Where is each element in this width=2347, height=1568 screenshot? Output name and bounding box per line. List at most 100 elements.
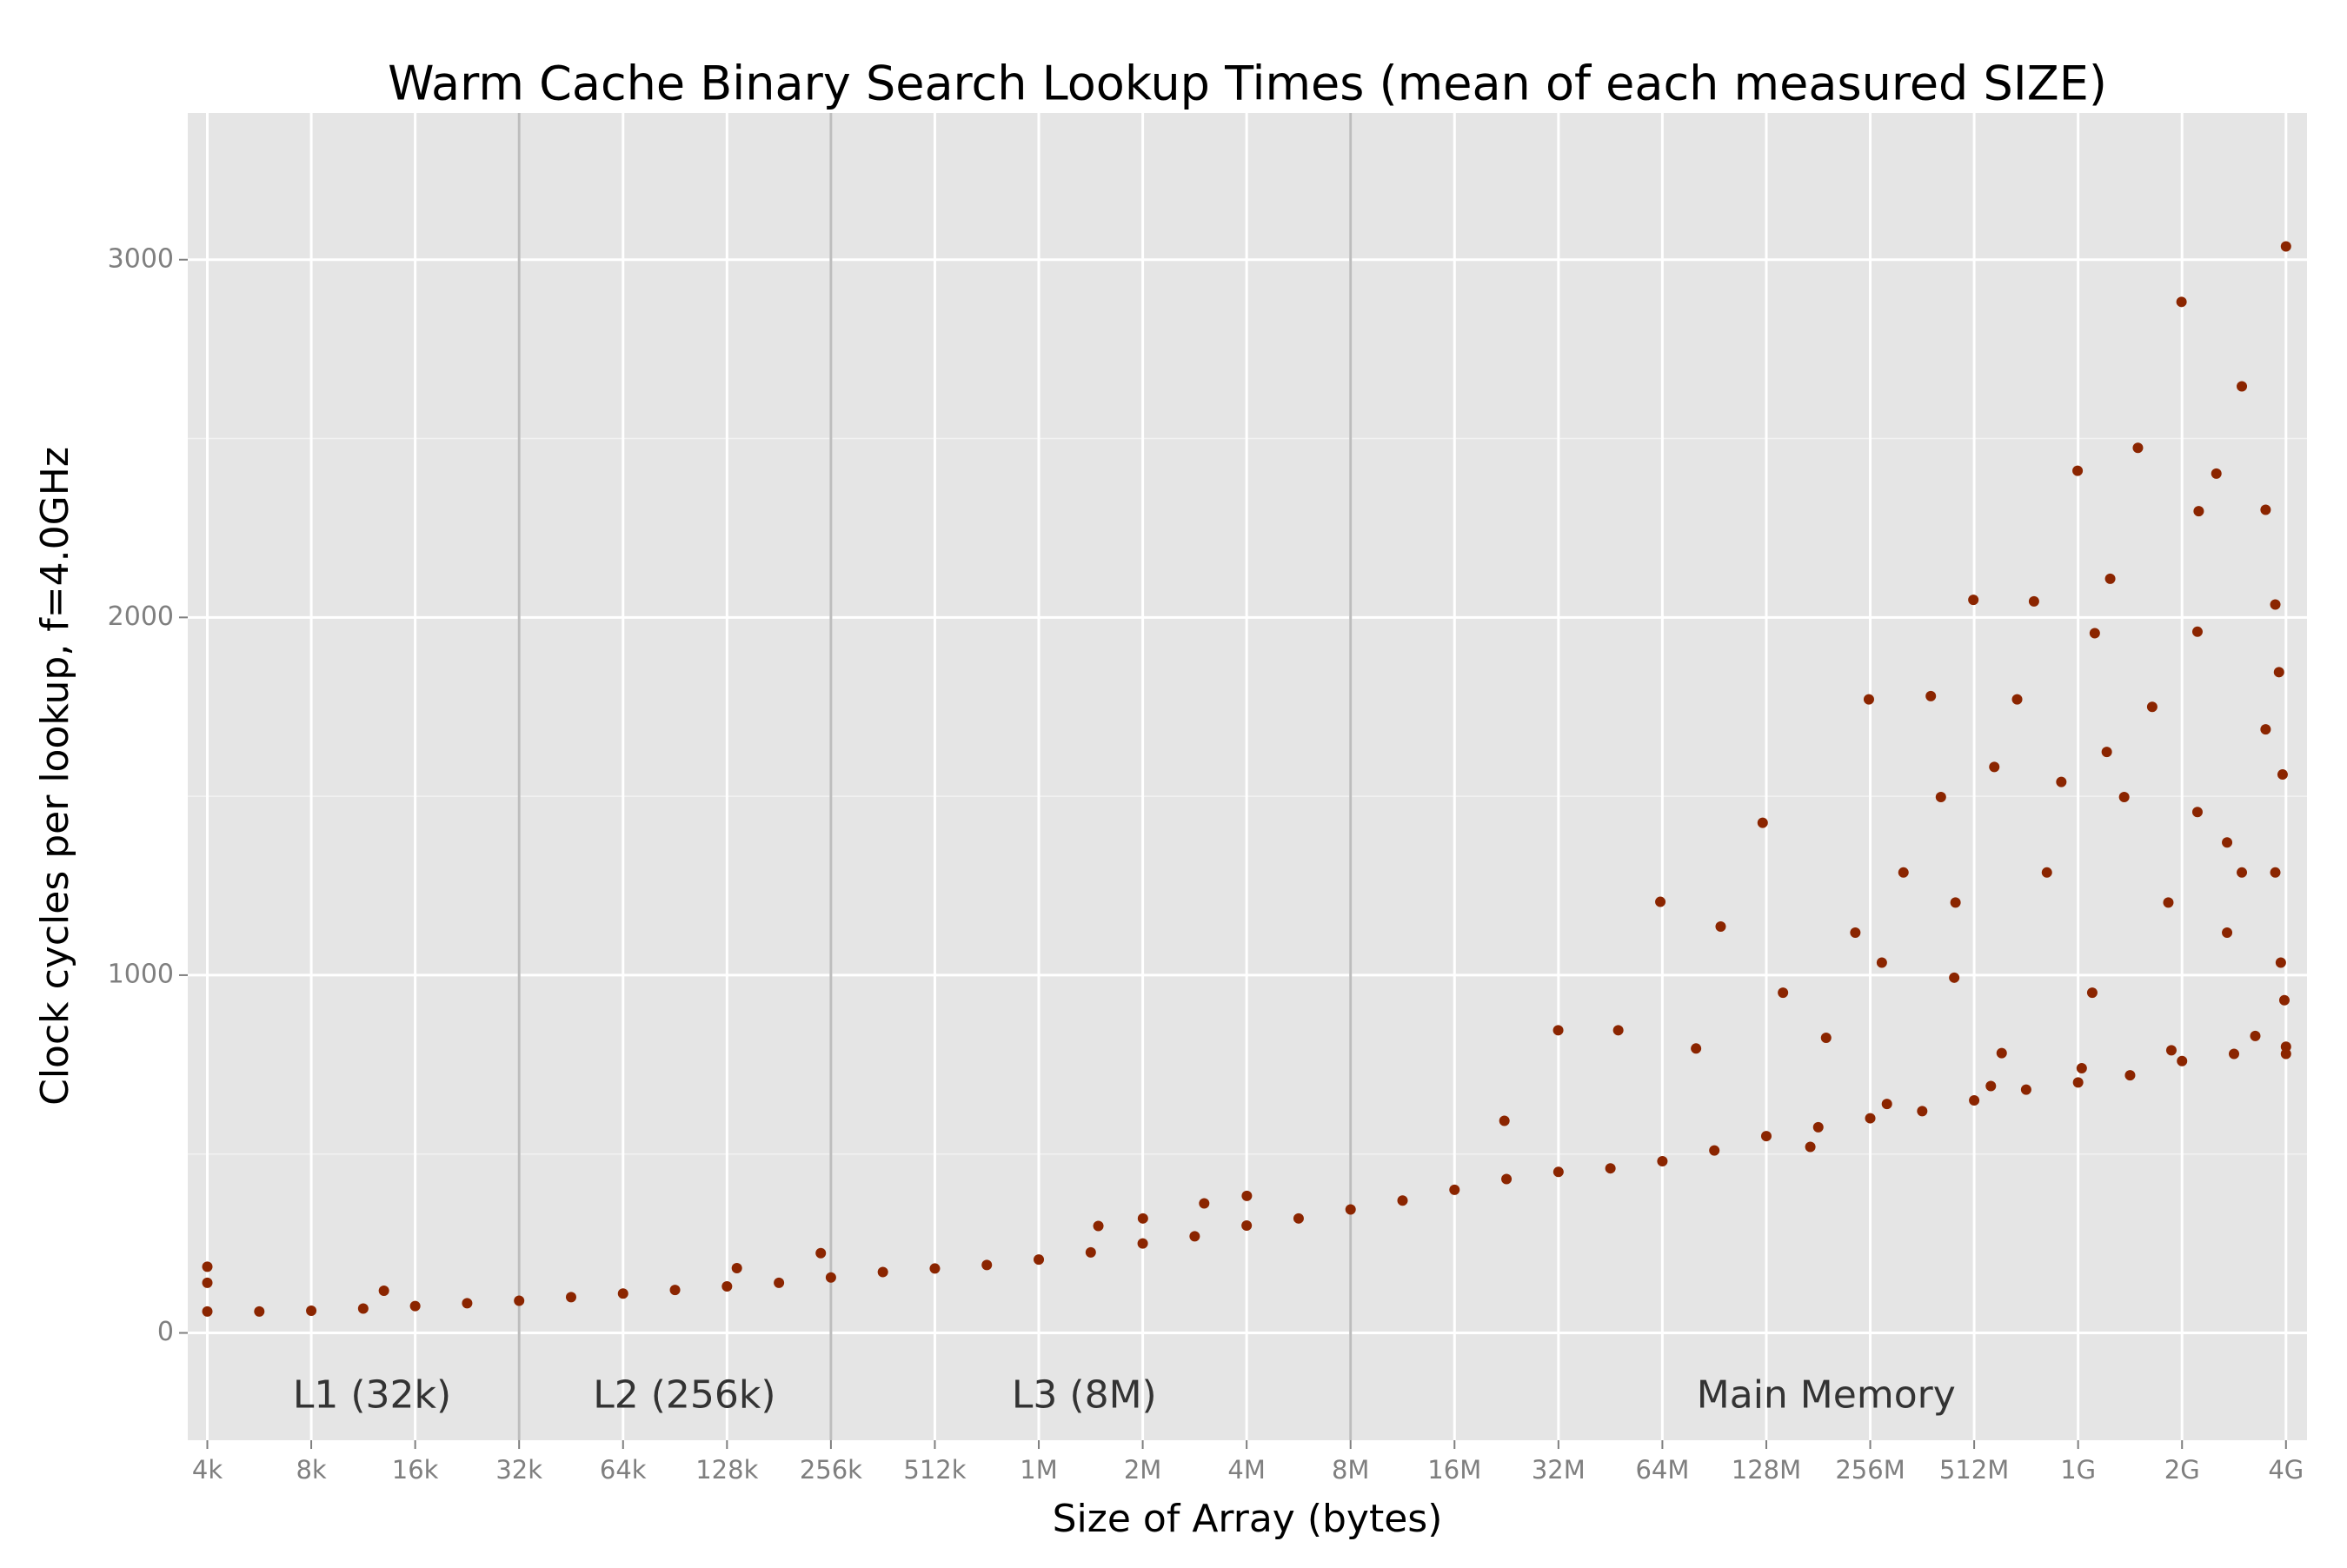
point — [825, 1272, 836, 1283]
point — [2270, 867, 2281, 878]
point — [254, 1306, 265, 1317]
point — [2011, 694, 2023, 705]
point — [409, 1300, 421, 1312]
point — [2056, 776, 2067, 787]
point — [1812, 1121, 1824, 1133]
point — [981, 1259, 993, 1271]
y-tick-label: 1000 — [108, 959, 174, 989]
point — [815, 1247, 827, 1259]
point — [1865, 1113, 1876, 1124]
point — [2277, 769, 2288, 781]
point — [1093, 1220, 1104, 1232]
point — [2273, 667, 2284, 678]
point — [2089, 628, 2100, 639]
point — [1996, 1047, 2007, 1059]
point — [1657, 1155, 1668, 1166]
point — [357, 1303, 369, 1314]
point — [1709, 1145, 1720, 1156]
point — [1501, 1173, 1513, 1185]
point — [1925, 690, 1937, 701]
point — [2280, 241, 2291, 252]
point — [2124, 1070, 2136, 1081]
point — [1345, 1204, 1356, 1215]
point — [1199, 1198, 1210, 1209]
point — [1605, 1163, 1616, 1174]
point — [721, 1281, 733, 1292]
point — [2237, 867, 2248, 878]
annotation: L2 (256k) — [593, 1373, 775, 1418]
point — [1449, 1184, 1460, 1195]
point — [1293, 1213, 1304, 1224]
point — [2118, 791, 2130, 802]
point — [2076, 1062, 2087, 1073]
x-tick-label: 64M — [1635, 1455, 1689, 1485]
point — [2177, 1055, 2188, 1066]
point — [2280, 1041, 2291, 1053]
point — [2101, 747, 2112, 758]
point — [1968, 595, 1979, 606]
point — [2104, 573, 2116, 584]
x-tick-label: 2M — [1124, 1455, 1161, 1485]
point — [2191, 807, 2203, 818]
point — [2165, 1045, 2177, 1056]
point — [1552, 1025, 1564, 1036]
x-tick-label: 512k — [903, 1455, 966, 1485]
point — [2041, 867, 2052, 878]
point — [1612, 1025, 1624, 1036]
x-tick-label: 128M — [1732, 1455, 1801, 1485]
point — [514, 1295, 525, 1306]
point — [1691, 1043, 1702, 1054]
x-tick-label: 8k — [296, 1455, 326, 1485]
x-tick-label: 32M — [1532, 1455, 1586, 1485]
point — [1757, 817, 1768, 828]
point — [2020, 1084, 2031, 1095]
x-tick-label: 4G — [2268, 1455, 2304, 1485]
point — [378, 1285, 389, 1296]
point — [2132, 442, 2144, 454]
x-tick-label: 1G — [2060, 1455, 2096, 1485]
point — [1715, 920, 1726, 932]
x-tick-label: 256M — [1835, 1455, 1905, 1485]
point — [2275, 957, 2286, 968]
point — [2260, 724, 2271, 735]
point — [1950, 897, 1961, 908]
x-tick-label: 128k — [695, 1455, 758, 1485]
point — [2211, 468, 2222, 479]
point — [202, 1306, 213, 1317]
point — [2250, 1030, 2261, 1041]
point — [1552, 1166, 1564, 1178]
annotation: Main Memory — [1697, 1373, 1956, 1418]
point — [929, 1263, 941, 1274]
point — [1917, 1106, 1928, 1117]
point — [2222, 927, 2233, 938]
point — [202, 1277, 213, 1288]
point — [1820, 1032, 1832, 1043]
point — [2260, 504, 2271, 515]
point — [2280, 1048, 2291, 1060]
point — [2193, 506, 2204, 517]
point — [731, 1263, 742, 1274]
x-tick-label: 2G — [2164, 1455, 2200, 1485]
point — [1876, 957, 1887, 968]
point — [2191, 626, 2203, 637]
y-tick-label: 0 — [157, 1317, 174, 1347]
point — [1397, 1195, 1408, 1206]
point — [1881, 1099, 1892, 1110]
point — [669, 1285, 681, 1296]
x-tick-label: 256k — [800, 1455, 862, 1485]
annotation: L1 (32k) — [293, 1373, 451, 1418]
point — [1241, 1220, 1253, 1232]
point — [1949, 972, 1960, 983]
point — [1805, 1141, 1816, 1153]
point — [565, 1292, 576, 1303]
point — [2072, 1077, 2084, 1088]
annotation: L3 (8M) — [1012, 1373, 1157, 1418]
y-tick-label: 2000 — [108, 601, 174, 632]
point — [2222, 837, 2233, 848]
point — [1499, 1115, 1510, 1126]
point — [2072, 465, 2084, 476]
point — [1985, 1080, 1997, 1092]
point — [2229, 1048, 2240, 1060]
